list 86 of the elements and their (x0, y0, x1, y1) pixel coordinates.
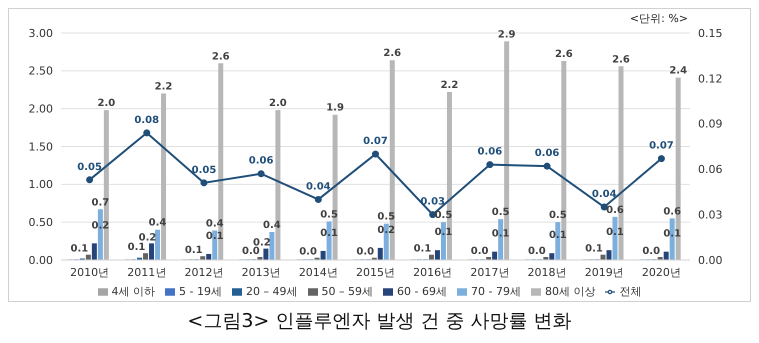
legend-label: 4세 이하 (112, 285, 156, 298)
data-label: 1.9 (326, 102, 344, 114)
data-label: 0.5 (320, 209, 338, 220)
data-label: 2.9 (498, 29, 516, 40)
data-label: 0.1 (492, 228, 510, 240)
y-tick-label: 1.50 (28, 140, 53, 154)
x-tick-label: 2015년 (356, 266, 395, 279)
data-label: 0.1 (585, 244, 603, 255)
x-tick-label: 2016년 (413, 266, 452, 279)
x-tick-label: 2018년 (528, 266, 567, 279)
data-label: 0.0 (299, 246, 317, 258)
x-tick-label: 2013년 (242, 266, 281, 279)
data-label: 0.05 (192, 164, 216, 176)
data-label: 0.1 (548, 230, 567, 242)
y2-tick-label: 0.15 (698, 26, 722, 40)
x-tick-label: 2019년 (584, 266, 624, 279)
y2-tick-label: 0.06 (698, 163, 722, 176)
data-label: 0.5 (377, 212, 396, 223)
data-label: 0.5 (492, 207, 510, 218)
data-label: 0.04 (306, 181, 331, 192)
legend-label: 60 - 69세 (397, 285, 447, 298)
data-label: 0.4 (263, 220, 281, 232)
x-tick-label: 2017년 (470, 266, 510, 279)
data-label: 0.1 (606, 227, 624, 238)
data-label: 2.4 (669, 66, 688, 77)
data-label: 0.08 (134, 114, 160, 126)
data-label: 2.0 (98, 98, 116, 110)
y-tick-label: 1.00 (28, 178, 53, 192)
data-label: 2.6 (212, 51, 230, 62)
data-label: 2.0 (269, 98, 287, 110)
y-tick-label: 0.00 (28, 254, 53, 267)
data-label: 0.0 (470, 246, 489, 257)
x-tick-label: 2012년 (184, 266, 224, 279)
data-label: 0.06 (478, 146, 502, 158)
legend-label: 5 - 19세 (179, 285, 222, 298)
legend-label: 50 – 59세 (322, 285, 374, 298)
data-label: 0.5 (548, 210, 567, 222)
data-label: 0.04 (592, 189, 617, 200)
data-label: 0.5 (434, 210, 452, 222)
y2-tick-label: 0.12 (698, 72, 722, 86)
data-label: 0.07 (649, 140, 674, 152)
y2-tick-label: 0.00 (698, 254, 722, 267)
data-label: 0.6 (606, 204, 624, 216)
legend-label: 80세 이상 (544, 285, 596, 298)
data-label: 0.7 (92, 197, 110, 208)
y-tick-label: 3.00 (28, 26, 53, 40)
data-label: 0.2 (377, 224, 396, 236)
x-tick-label: 2010년 (70, 266, 110, 279)
y2-tick-label: 0.03 (698, 208, 722, 222)
data-label: 0.4 (148, 218, 166, 229)
data-label: 0.1 (320, 228, 338, 239)
data-label: 2.2 (154, 82, 172, 93)
data-label: 2.6 (383, 48, 402, 60)
legend-label: 20 – 49세 (246, 285, 298, 298)
x-tick-label: 2014년 (298, 266, 338, 279)
data-label: 0.6 (663, 206, 682, 218)
legend-label: 70 - 79세 (470, 285, 521, 298)
data-label: 0.06 (534, 148, 560, 160)
data-label: 0.1 (206, 230, 224, 242)
data-label: 0.0 (356, 246, 374, 258)
data-label: 2.2 (440, 80, 458, 92)
data-label: 0.05 (77, 162, 102, 173)
text: <단위: %> (630, 11, 688, 26)
data-label: 0.07 (363, 136, 388, 148)
y-tick-label: 2.50 (28, 64, 53, 78)
legend-label: 전체 (619, 285, 642, 298)
y-tick-label: 2.00 (28, 102, 53, 116)
data-label: 0.1 (414, 244, 432, 255)
data-label: 0.1 (434, 227, 452, 238)
data-label: 0.1 (128, 242, 146, 254)
data-label: 0.1 (70, 244, 88, 255)
data-label: 0.1 (663, 228, 682, 240)
data-label: 2.6 (612, 54, 630, 66)
data-label: 0.0 (642, 246, 660, 257)
data-label: 0.0 (528, 246, 546, 257)
data-label: 0.2 (92, 220, 110, 232)
data-label: 0.0 (242, 246, 260, 257)
y2-tick-label: 0.09 (698, 118, 722, 131)
x-tick-label: 2020년 (642, 266, 681, 279)
data-label: 0.4 (206, 218, 224, 230)
text: <그림3> 인플루엔자 발생 건 중 사망률 변화 (186, 309, 573, 334)
data-label: 0.06 (248, 156, 274, 167)
y-tick-label: 0.50 (28, 216, 53, 230)
x-tick-label: 2011년 (127, 266, 166, 279)
data-label: 0.1 (184, 245, 203, 256)
data-label: 2.6 (554, 48, 573, 60)
